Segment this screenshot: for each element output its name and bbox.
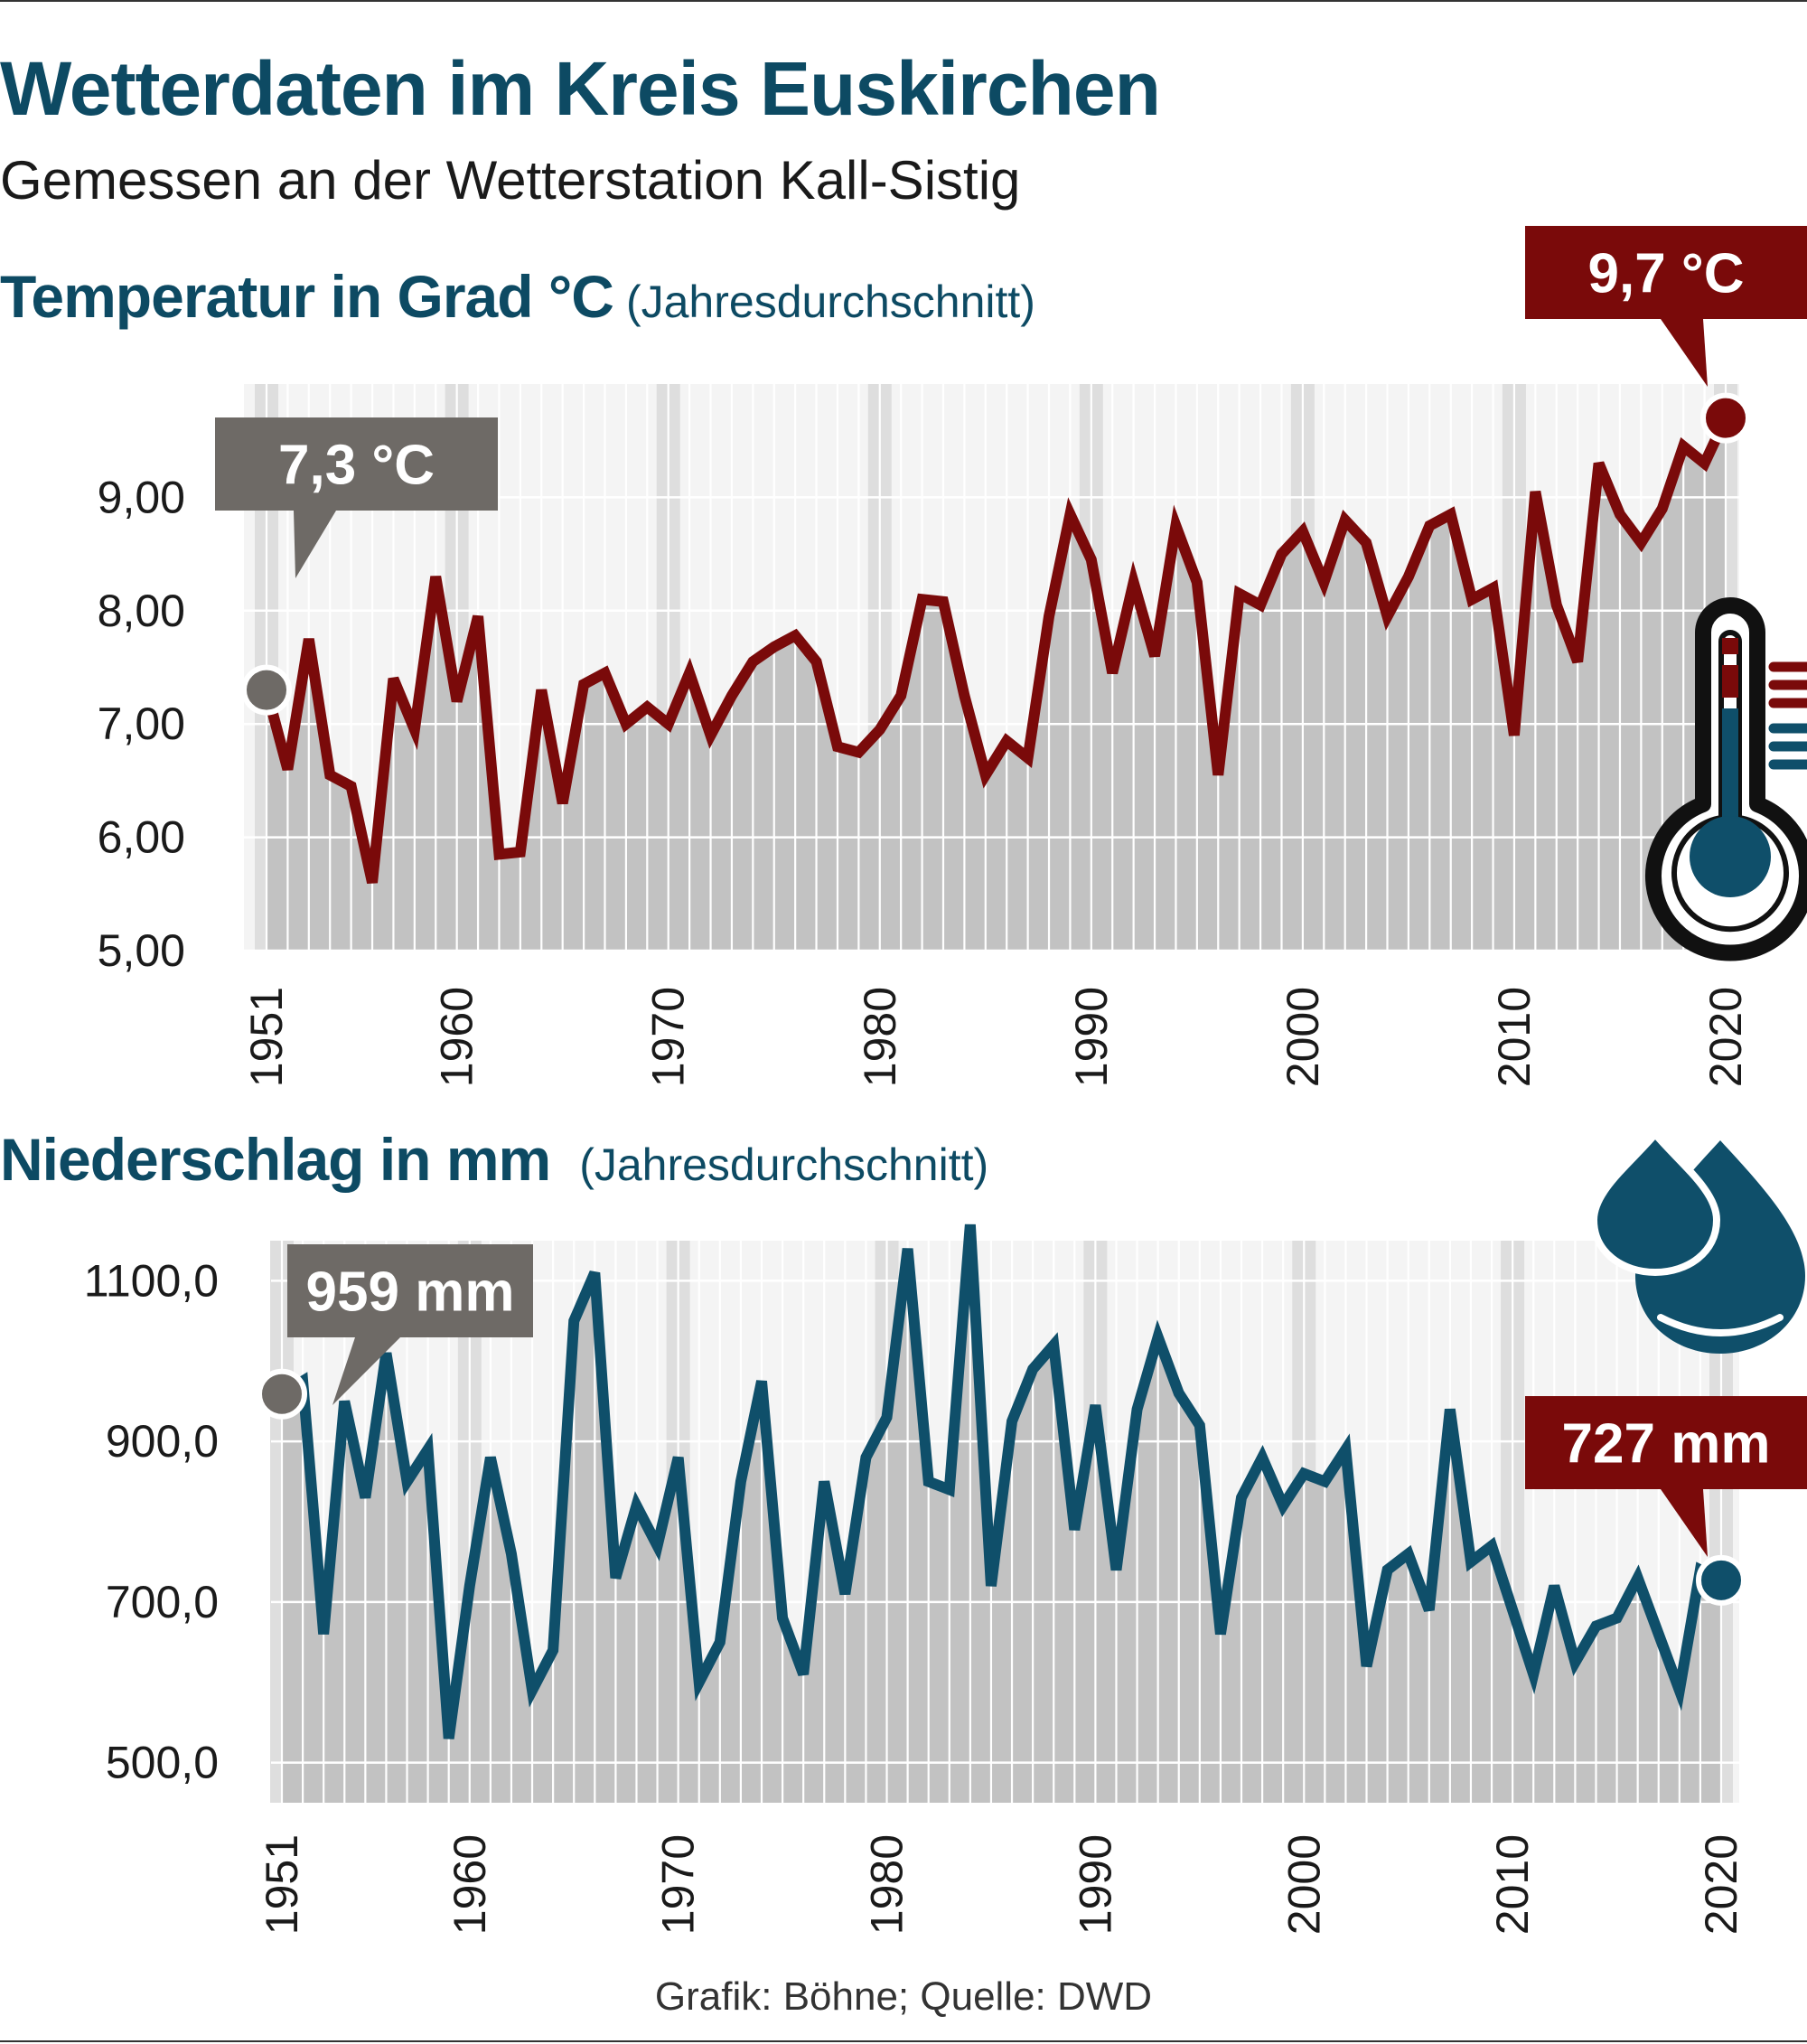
- temp-callout-pointer: [1661, 319, 1708, 387]
- temp-x-tick-label: 1951: [241, 987, 292, 1087]
- page-subtitle: Gemessen an der Wetterstation Kall-Sisti…: [0, 150, 1021, 211]
- water-drops-icon: [1589, 1128, 1805, 1354]
- thermometer-mercury-red-1: [1722, 638, 1738, 654]
- temp-x-tick-label: 2000: [1278, 987, 1328, 1087]
- precip-callout-box: [1525, 1396, 1807, 1489]
- precip-x-tick-label: 1990: [1070, 1834, 1120, 1935]
- small-drop: [1589, 1128, 1721, 1277]
- precip-callout-pointer: [332, 1337, 400, 1405]
- temp-x-tick-label: 1970: [643, 987, 694, 1087]
- temp-callout-marker: [1700, 392, 1751, 444]
- precip-y-tick-label: 700,0: [106, 1577, 219, 1627]
- precip-data-line: [278, 1224, 1724, 1739]
- temp-y-tick-label: 5,00: [98, 925, 185, 976]
- precipitation-title-note: (Jahresdurchschnitt): [579, 1139, 989, 1190]
- temp-callout-label: 7,3 °C: [278, 435, 435, 497]
- temp-x-tick-label: 2010: [1489, 987, 1540, 1087]
- precip-callout-marker: [257, 1368, 307, 1420]
- temp-x-tick-label: 1980: [855, 987, 905, 1087]
- temp-y-tick-label: 8,00: [98, 586, 185, 636]
- temp-y-tick-label: 9,00: [98, 472, 185, 522]
- precip-x-tick-label: 1980: [862, 1834, 913, 1935]
- temp-data-line: [261, 416, 1731, 885]
- precip-callout-marker: [1696, 1554, 1746, 1606]
- precip-y-tick-label: 500,0: [106, 1738, 219, 1788]
- thermometer-bulb: [1690, 816, 1771, 897]
- temp-callout-label: 9,7 °C: [1588, 243, 1745, 305]
- temp-x-tick-label: 2020: [1700, 987, 1751, 1087]
- temp-y-tick-label: 7,00: [98, 699, 185, 749]
- precip-y-tick-label: 1100,0: [84, 1255, 219, 1306]
- precip-x-tick-label: 1970: [653, 1834, 704, 1935]
- precip-callout-label: 959 mm: [306, 1261, 515, 1324]
- temp-callout-box: [215, 417, 498, 511]
- precip-y-tick-label: 900,0: [106, 1416, 219, 1467]
- temp-x-tick-label: 1960: [432, 987, 482, 1087]
- temperature-chart-title: Temperatur in Grad °C (Jahresdurchschnitt…: [0, 262, 1035, 331]
- temp-callout-box: [1525, 226, 1807, 319]
- thermometer-icon: [1645, 597, 1807, 961]
- precip-callout-label: 727 mm: [1562, 1413, 1771, 1476]
- temp-x-tick-label: 1990: [1066, 987, 1117, 1087]
- precip-x-tick-label: 1951: [257, 1834, 307, 1935]
- precipitation-chart-title: Niederschlag in mm (Jahresdurchschnitt): [0, 1125, 988, 1194]
- temperature-title-text: Temperatur in Grad °C: [0, 263, 614, 330]
- precip-x-tick-label: 1960: [445, 1834, 495, 1935]
- precip-x-tick-label: 2010: [1487, 1834, 1538, 1935]
- precipitation-title-text: Niederschlag in mm: [0, 1126, 551, 1193]
- temperature-title-note: (Jahresdurchschnitt): [625, 277, 1035, 327]
- top-frame-line: [0, 0, 1807, 2]
- bottom-frame-line: [0, 2040, 1807, 2042]
- thermometer-mercury-red-2: [1722, 665, 1738, 698]
- temp-area: [267, 417, 1726, 951]
- precip-callout-box: [287, 1244, 533, 1337]
- temp-callout-marker: [241, 664, 292, 716]
- temp-y-tick-label: 6,00: [98, 812, 185, 863]
- page-title: Wetterdaten im Kreis Euskirchen: [0, 46, 1161, 131]
- precip-x-tick-label: 2020: [1696, 1834, 1746, 1935]
- precip-x-tick-label: 2000: [1278, 1834, 1329, 1935]
- temp-callout-pointer: [294, 511, 336, 578]
- precip-callout-pointer: [1661, 1489, 1708, 1557]
- temperature-chart: 5,00 6,00 7,00 8,00 9,00 1951 1960 1970 1980 1990…: [98, 226, 1807, 1087]
- precipitation-chart: 500,0 700,0 900,0 1100,0 1951 1960 1970 1980 199…: [84, 1224, 1807, 1935]
- large-drop-highlight: [1657, 1314, 1784, 1336]
- source-credit: Grafik: Böhne; Quelle: DWD: [654, 1974, 1153, 2019]
